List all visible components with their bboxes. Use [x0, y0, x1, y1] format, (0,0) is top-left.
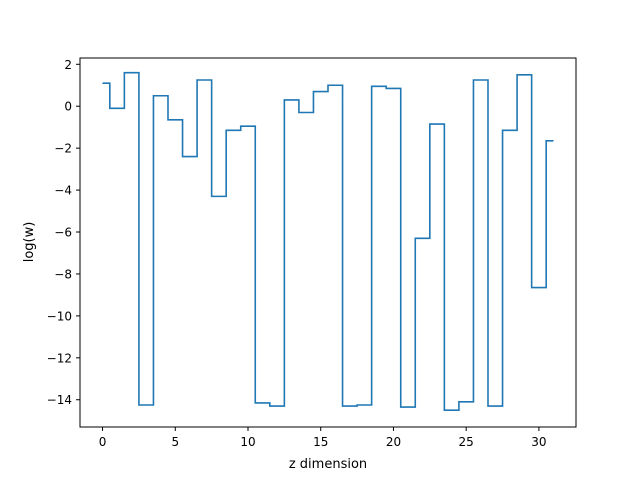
y-tick-label: −12	[47, 351, 72, 365]
y-tick-label: −4	[54, 184, 72, 198]
x-tick-label: 20	[386, 435, 401, 449]
y-tick-label: −10	[47, 309, 72, 323]
y-axis-label: log(w)	[22, 222, 37, 263]
y-tick-label: −14	[47, 393, 72, 407]
x-tick-label: 15	[313, 435, 328, 449]
x-tick-label: 25	[459, 435, 474, 449]
y-tick-label: 2	[64, 58, 72, 72]
y-tick-label: 0	[64, 100, 72, 114]
plot-frame	[79, 57, 577, 428]
x-tick-label: 30	[531, 435, 546, 449]
x-tick-label: 5	[171, 435, 179, 449]
y-tick-label: −2	[54, 142, 72, 156]
series-step-line	[102, 71, 554, 412]
x-axis-label: z dimension	[289, 457, 367, 472]
y-tick-label: −8	[54, 267, 72, 281]
x-tick-label: 0	[99, 435, 107, 449]
y-tick-label: −6	[54, 226, 72, 240]
x-tick-label: 10	[240, 435, 255, 449]
